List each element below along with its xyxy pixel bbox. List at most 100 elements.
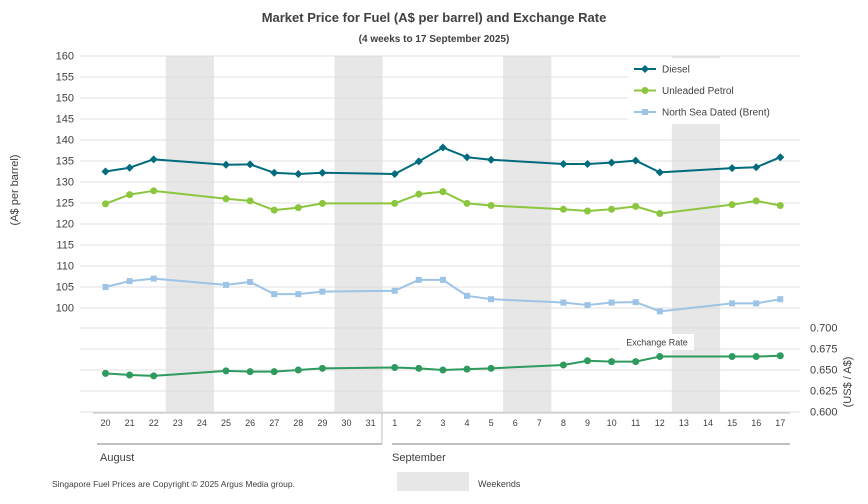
- x-tick-label: 17: [775, 418, 785, 428]
- exchange-rate-point: [270, 368, 278, 376]
- y-tick-label: 115: [56, 240, 74, 252]
- exchange-rate-point: [559, 361, 567, 369]
- y2-tick-label: 0.650: [810, 365, 838, 377]
- x-tick-label: 3: [440, 418, 445, 428]
- diesel-point: [125, 163, 134, 172]
- north-sea-dated-brent-point: [753, 300, 760, 307]
- diesel-point: [631, 156, 640, 165]
- diesel-point: [583, 159, 592, 168]
- legend-label-diesel: Diesel: [662, 65, 690, 76]
- copyright-note: Singapore Fuel Prices are Copyright © 20…: [52, 479, 295, 489]
- unleaded-petrol-point: [102, 200, 109, 208]
- exchange-rate-point: [126, 371, 134, 379]
- y-tick-label: 160: [56, 51, 74, 63]
- x-tick-label: 8: [561, 418, 566, 428]
- north-sea-dated-brent-point: [102, 284, 109, 290]
- north-sea-dated-brent-point: [319, 288, 326, 295]
- north-sea-dated-brent-point: [729, 300, 736, 307]
- diesel-point: [607, 158, 616, 167]
- y2-tick-label: 0.700: [810, 323, 838, 335]
- exchange-rate-point: [776, 352, 784, 360]
- x-tick-label: 1: [392, 418, 397, 428]
- exchange-rate-annotation: Exchange Rate: [626, 338, 688, 348]
- unleaded-petrol-point: [126, 191, 134, 199]
- diesel-point: [752, 163, 761, 172]
- exchange-rate-point: [102, 369, 109, 377]
- exchange-rate-label-box: [620, 334, 694, 350]
- y-tick-label: 135: [56, 156, 74, 168]
- exchange-rate-point: [222, 367, 230, 375]
- legend-label-north-sea-dated-brent: North Sea Dated (Brent): [662, 108, 770, 119]
- north-sea-dated-brent-point: [223, 281, 229, 288]
- y-tick-label: 125: [56, 198, 74, 210]
- north-sea-dated-brent-point: [295, 291, 302, 298]
- unleaded-petrol-point: [632, 202, 640, 210]
- x-tick-label: 16: [751, 418, 761, 428]
- diesel-point: [776, 153, 785, 162]
- x-tick-label: 28: [293, 418, 303, 428]
- north-sea-dated-brent-point: [247, 278, 254, 285]
- north-sea-dated-brent-point: [608, 299, 615, 306]
- x-tick-label: 25: [221, 418, 231, 428]
- diesel-point: [246, 160, 255, 169]
- north-sea-dated-brent-point: [439, 276, 446, 283]
- legend-marker-diesel: [641, 65, 649, 73]
- north-sea-dated-brent-point: [560, 299, 567, 306]
- unleaded-petrol-point: [752, 197, 760, 205]
- unleaded-petrol-point: [776, 202, 784, 210]
- north-sea-dated-brent-point: [415, 276, 422, 283]
- diesel-point: [390, 170, 399, 179]
- north-sea-dated-brent-point: [488, 296, 495, 303]
- exchange-rate-point: [752, 353, 760, 361]
- north-sea-dated-brent-point: [271, 291, 278, 298]
- legend-marker-north-sea-dated-brent: [642, 109, 648, 115]
- exchange-rate-point: [415, 364, 423, 372]
- exchange-rate-point: [584, 357, 591, 365]
- y-tick-label: 140: [56, 135, 74, 147]
- month-label-august: August: [100, 452, 134, 464]
- y-axis-label: (A$ per barrel): [9, 155, 21, 226]
- y2-tick-label: 0.600: [810, 407, 838, 419]
- x-axis: 20 21 22 23 24 25 26 27 28 29 30 31 1 2 3 4 5 6 7 8 9 10 11 12 1…: [93, 412, 790, 445]
- diesel-point: [318, 168, 327, 177]
- x-tick-label: 23: [173, 418, 183, 428]
- unleaded-petrol-point: [270, 206, 278, 214]
- x-tick-label: 14: [703, 418, 713, 428]
- exchange-rate-point: [150, 372, 158, 380]
- x-tick-label: 29: [317, 418, 327, 428]
- y-tick-label: 105: [56, 282, 74, 294]
- unleaded-petrol-point: [294, 204, 302, 212]
- x-tick-label: 10: [607, 418, 617, 428]
- north-sea-dated-brent-point: [150, 275, 157, 282]
- exchange-rate-point: [246, 368, 254, 376]
- weekends-legend-swatch: [397, 472, 469, 491]
- x-tick-label: 31: [366, 418, 376, 428]
- x-tick-label: 20: [100, 418, 110, 428]
- exchange-rate-point: [391, 363, 399, 371]
- diesel-point: [222, 160, 230, 169]
- x-tick-label: 12: [655, 418, 665, 428]
- series-lines: [101, 143, 785, 380]
- north-sea-dated-brent-point: [656, 308, 663, 315]
- x-tick-label: 15: [727, 418, 737, 428]
- north-sea-dated-brent-point: [777, 296, 784, 303]
- unleaded-petrol-point: [656, 210, 664, 217]
- north-sea-dated-brent-point: [126, 278, 133, 285]
- x-tick-label: 27: [269, 418, 279, 428]
- left-axis-ticks: 160 155 150 145 140 135 130 125 120 115 110 105 100: [56, 51, 74, 315]
- x-tick-label: 2: [416, 418, 421, 428]
- y-tick-label: 110: [56, 261, 74, 273]
- weekend-band: [334, 56, 383, 412]
- diesel-point: [270, 168, 279, 177]
- diesel-point: [101, 167, 110, 176]
- x-tick-label: 5: [489, 418, 494, 428]
- unleaded-petrol-point: [608, 205, 616, 213]
- exchange-rate-point: [318, 364, 326, 372]
- y2-tick-label: 0.675: [810, 344, 838, 356]
- x-tick-label: 9: [585, 418, 590, 428]
- exchange-rate-point: [728, 353, 736, 361]
- legend: Diesel Unleaded Petrol North Sea Dated (Br…: [628, 58, 800, 124]
- y-tick-label: 145: [56, 114, 74, 126]
- unleaded-petrol-point: [728, 201, 736, 209]
- diesel-point: [655, 168, 664, 177]
